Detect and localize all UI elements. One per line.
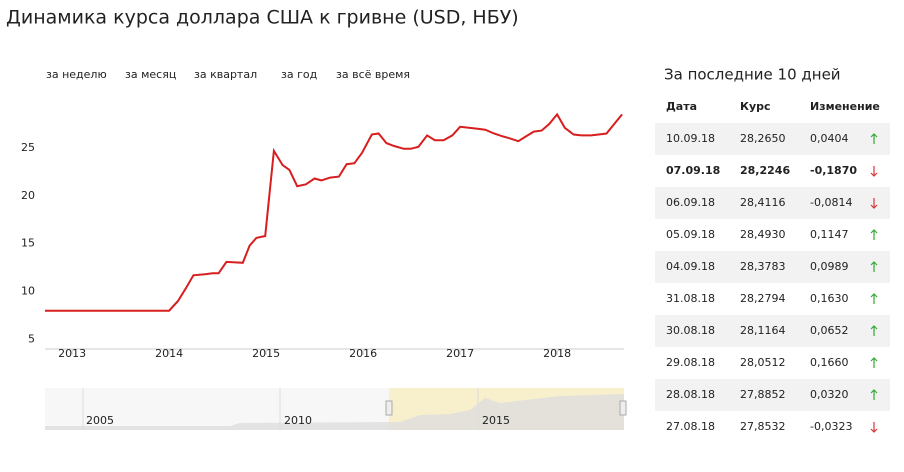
table-title: За последние 10 дней	[664, 66, 841, 84]
table-cell: 28,2650	[740, 132, 786, 145]
table-cell: 0,0652	[810, 324, 849, 337]
navigator-area	[45, 394, 624, 430]
column-header: Курс	[740, 100, 771, 113]
table-cell: 30.08.18	[666, 324, 715, 337]
range-button[interactable]: за всё время	[336, 68, 410, 81]
navigator-label: 2010	[284, 414, 312, 427]
x-tick-label: 2018	[543, 347, 571, 360]
arrow-up	[870, 293, 878, 304]
arrow-up	[870, 325, 878, 336]
table-cell: 28,2246	[740, 164, 790, 177]
table-cell: -0,1870	[810, 164, 857, 177]
table-cell: 0,0404	[810, 132, 849, 145]
table-cell: 28,2794	[740, 292, 786, 305]
column-header: Изменение	[810, 100, 880, 113]
table-cell: 10.09.18	[666, 132, 715, 145]
arrow-up	[870, 261, 878, 272]
row-bg	[655, 251, 890, 283]
table-cell: 07.09.18	[666, 164, 720, 177]
table-cell: 28,4116	[740, 196, 786, 209]
row-bg	[655, 187, 890, 219]
range-button[interactable]: за квартал	[194, 68, 257, 81]
table-cell: 28,0512	[740, 356, 786, 369]
table-cell: -0,0814	[810, 196, 852, 209]
arrow-up	[870, 229, 878, 240]
navigator-handle[interactable]	[385, 400, 393, 416]
column-header: Дата	[666, 100, 697, 113]
x-tick-label: 2016	[349, 347, 377, 360]
range-button[interactable]: за год	[281, 68, 318, 81]
x-tick-label: 2013	[58, 347, 86, 360]
x-tick-label: 2017	[446, 347, 474, 360]
table-cell: 0,1147	[810, 228, 849, 241]
arrow-down	[870, 198, 878, 209]
table-cell: 06.09.18	[666, 196, 715, 209]
table-cell: 27,8852	[740, 388, 786, 401]
x-tick-label: 2015	[252, 347, 280, 360]
row-bg	[655, 123, 890, 155]
table-cell: 04.09.18	[666, 260, 715, 273]
arrow-down	[870, 422, 878, 433]
table-cell: 0,1630	[810, 292, 849, 305]
x-tick-label: 2014	[155, 347, 183, 360]
arrow-up	[870, 389, 878, 400]
navigator-handle[interactable]	[619, 400, 627, 416]
y-tick-label: 15	[21, 237, 35, 250]
table-cell: 27,8532	[740, 420, 786, 433]
table-cell: 0,0320	[810, 388, 849, 401]
navigator-label: 2005	[86, 414, 114, 427]
table-cell: -0,0323	[810, 420, 852, 433]
table-cell: 27.08.18	[666, 420, 715, 433]
range-button[interactable]: за неделю	[46, 68, 107, 81]
y-tick-label: 20	[21, 189, 35, 202]
y-tick-label: 5	[28, 332, 35, 345]
table-cell: 05.09.18	[666, 228, 715, 241]
navigator	[45, 388, 627, 430]
row-bg	[655, 379, 890, 411]
page-title: Динамика курса доллара США к гривне (USD…	[6, 7, 519, 29]
row-bg	[655, 315, 890, 347]
table-cell: 28,4930	[740, 228, 786, 241]
table-cell: 0,0989	[810, 260, 849, 273]
y-tick-label: 10	[21, 285, 35, 298]
arrow-down	[870, 166, 878, 177]
y-tick-label: 25	[21, 141, 35, 154]
table-cell: 29.08.18	[666, 356, 715, 369]
arrow-up	[870, 133, 878, 144]
line	[45, 112, 623, 312]
table-cell: 28.08.18	[666, 388, 715, 401]
navigator-label: 2015	[482, 414, 510, 427]
range-button[interactable]: за месяц	[125, 68, 176, 81]
table-cell: 28,3783	[740, 260, 786, 273]
table-cell: 28,1164	[740, 324, 786, 337]
table-cell: 31.08.18	[666, 292, 715, 305]
table-cell: 0,1660	[810, 356, 849, 369]
arrow-up	[870, 357, 878, 368]
